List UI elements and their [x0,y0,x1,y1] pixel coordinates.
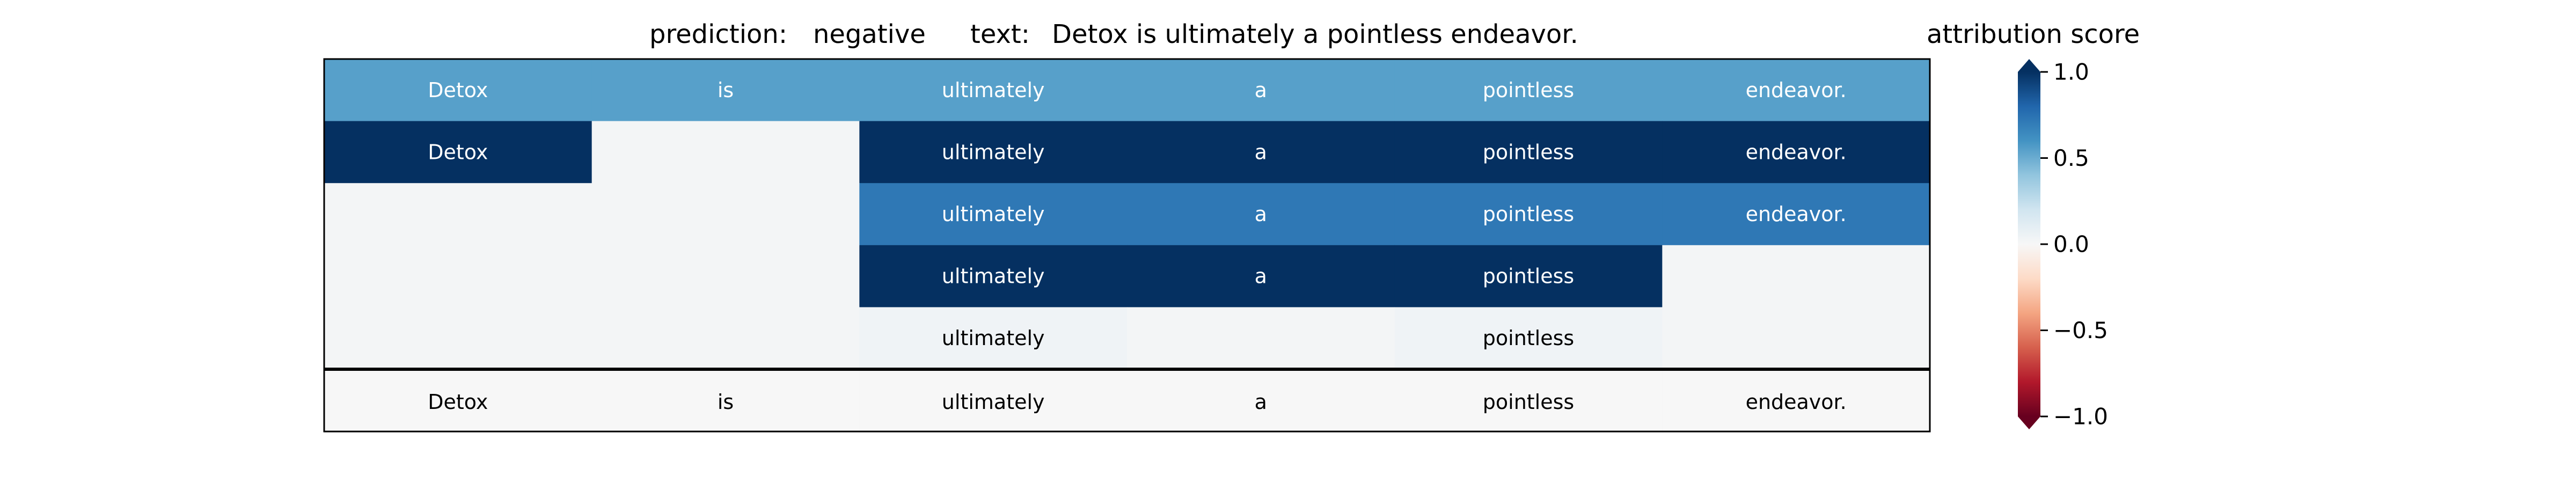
colorbar: attribution score 1.0 0.5 0.0 −0.5 −1.0 [1927,19,2140,430]
reference-row-cell-0 [324,371,592,434]
reference-row-token-5: endeavor. [1746,390,1847,414]
row-3-token-3: a [1255,265,1267,288]
row-4-cell-3 [1127,307,1395,370]
row-4-token-4: pointless [1483,326,1574,350]
row-0-cell-5 [1662,59,1930,122]
row-3-cell-1 [591,245,860,308]
text-value: Detox is ultimately a pointless endeavor… [1052,19,1578,49]
row-0-token-0: Detox [428,78,488,102]
row-3-cell-2 [859,245,1128,308]
colorbar-tick-label: −1.0 [2053,404,2108,430]
row-2-cell-4 [1394,183,1663,246]
heatmap [324,59,1930,434]
row-2-token-4: pointless [1483,202,1574,226]
text-label: text: [970,19,1030,49]
colorbar-gradient [2018,72,2040,416]
reference-row-token-1: is [718,390,734,414]
row-3-cell-0 [324,245,592,308]
reference-row-token-2: ultimately [942,390,1045,414]
row-2-token-3: a [1255,202,1267,226]
row-2-token-5: endeavor. [1746,202,1847,226]
reference-row-token-3: a [1255,390,1267,414]
row-2-cell-3 [1127,183,1395,246]
row-1-cell-1 [591,121,860,184]
colorbar-bottom-extension [2018,416,2040,429]
row-0-token-3: a [1255,78,1267,102]
row-0-cell-0 [324,59,592,122]
prediction-label: prediction: [649,19,787,49]
row-4-token-2: ultimately [942,326,1045,350]
row-1-token-5: endeavor. [1746,140,1847,164]
prediction-value: negative [813,19,926,49]
row-3-token-2: ultimately [942,265,1045,288]
row-0-cell-3 [1127,59,1395,122]
row-4-cell-0 [324,307,592,370]
reference-row-token-0: Detox [428,390,488,414]
row-1-cell-2 [859,121,1128,184]
row-4-cell-1 [591,307,860,370]
reference-row-cell-4 [1394,371,1663,434]
row-3-cell-3 [1127,245,1395,308]
row-1-cell-0 [324,121,592,184]
row-1-token-0: Detox [428,140,488,164]
row-0-cell-4 [1394,59,1663,122]
reference-row-cell-2 [859,371,1128,434]
row-0-cell-1 [591,59,860,122]
colorbar-tick-label: 0.5 [2053,145,2089,171]
row-0-token-2: ultimately [942,78,1045,102]
colorbar-title: attribution score [1927,19,2140,49]
header: prediction: negative text: Detox is ulti… [649,19,1578,49]
row-2-cell-1 [591,183,860,246]
row-2-cell-5 [1662,183,1930,246]
row-0-cell-2 [859,59,1128,122]
row-1-token-2: ultimately [942,140,1045,164]
row-3-cell-4 [1394,245,1663,308]
reference-row-cell-1 [591,371,860,434]
row-0-token-1: is [718,78,734,102]
row-1-cell-5 [1662,121,1930,184]
heatmap-token-labels: Detox is ultimately a pointless endeavor. Deto… [428,78,1846,414]
row-2-cell-0 [324,183,592,246]
reference-row-cell-5 [1662,371,1930,434]
row-4-cell-5 [1662,307,1930,370]
colorbar-top-extension [2018,59,2040,72]
row-2-cell-2 [859,183,1128,246]
row-1-token-3: a [1255,140,1267,164]
colorbar-tick-label: 0.0 [2053,231,2089,258]
colorbar-tick-label: −0.5 [2053,317,2108,343]
row-1-cell-4 [1394,121,1663,184]
row-1-token-4: pointless [1483,140,1574,164]
row-3-token-4: pointless [1483,265,1574,288]
reference-row-token-4: pointless [1483,390,1574,414]
row-4-cell-4 [1394,307,1663,370]
colorbar-tick-label: 1.0 [2053,59,2089,85]
reference-row-cell-3 [1127,371,1395,434]
row-4-cell-2 [859,307,1128,370]
row-0-token-5: endeavor. [1746,78,1847,102]
row-1-cell-3 [1127,121,1395,184]
row-3-cell-5 [1662,245,1930,308]
colorbar-ticks: 1.0 0.5 0.0 −0.5 −1.0 [2040,59,2108,430]
row-2-token-2: ultimately [942,202,1045,226]
row-0-token-4: pointless [1483,78,1574,102]
